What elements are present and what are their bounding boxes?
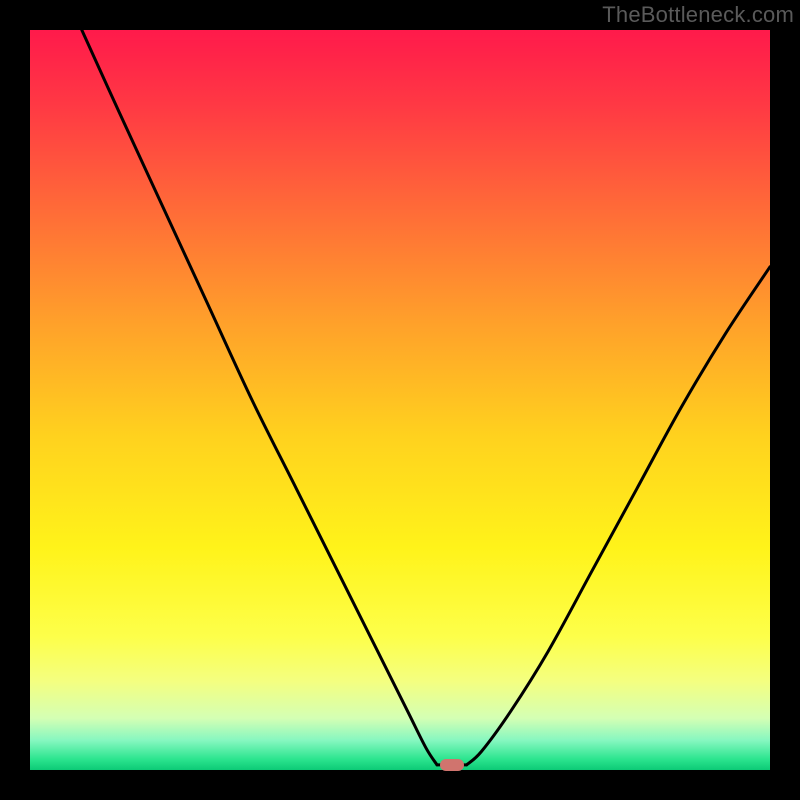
- chart-frame: TheBottleneck.com: [0, 0, 800, 800]
- curve-segment: [82, 30, 437, 765]
- valley-marker: [440, 759, 464, 771]
- bottleneck-curve: [30, 30, 770, 770]
- curve-segment: [467, 267, 770, 765]
- plot-area: [30, 30, 770, 770]
- watermark-text: TheBottleneck.com: [602, 2, 794, 28]
